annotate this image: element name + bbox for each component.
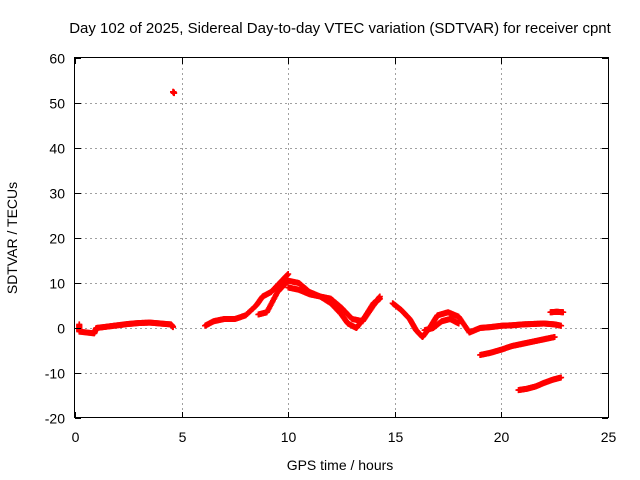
y-tick-label: 20 — [49, 231, 65, 247]
data-point — [558, 374, 565, 381]
x-tick-label: 15 — [388, 429, 404, 445]
x-axis-label: GPS time / hours — [287, 457, 394, 473]
data-point — [551, 334, 558, 340]
data-point — [170, 324, 177, 331]
y-tick-label: -10 — [45, 366, 65, 382]
axis-ticks — [75, 58, 609, 419]
x-tick-label: 20 — [494, 429, 510, 445]
scatter-points — [76, 88, 567, 394]
x-tick-label: 25 — [601, 429, 617, 445]
x-tick-label: 5 — [179, 429, 187, 445]
y-axis-label: SDTVAR / TECUs — [4, 182, 20, 294]
y-tick-label: 60 — [49, 51, 65, 67]
data-point — [560, 309, 567, 316]
chart-title: Day 102 of 2025, Sidereal Day-to-day VTE… — [69, 20, 611, 37]
y-tick-label: 10 — [49, 276, 65, 292]
y-tick-label: 0 — [57, 321, 65, 337]
x-tick-label: 10 — [281, 429, 297, 445]
grid — [75, 58, 608, 418]
data-point — [285, 271, 292, 277]
y-tick-label: 40 — [49, 141, 65, 157]
y-tick-label: 50 — [49, 96, 65, 112]
data-point — [455, 320, 462, 327]
tick-labels: 0 5 10 15 20 25 -20 -10 0 10 20 30 40 50 60 — [45, 51, 617, 446]
y-tick-label: 30 — [49, 186, 65, 202]
x-tick-label: 0 — [72, 429, 80, 445]
y-tick-label: -20 — [45, 411, 65, 427]
data-point — [376, 295, 383, 302]
data-point — [171, 90, 178, 97]
plot-frame — [74, 57, 609, 418]
data-point — [558, 322, 565, 329]
